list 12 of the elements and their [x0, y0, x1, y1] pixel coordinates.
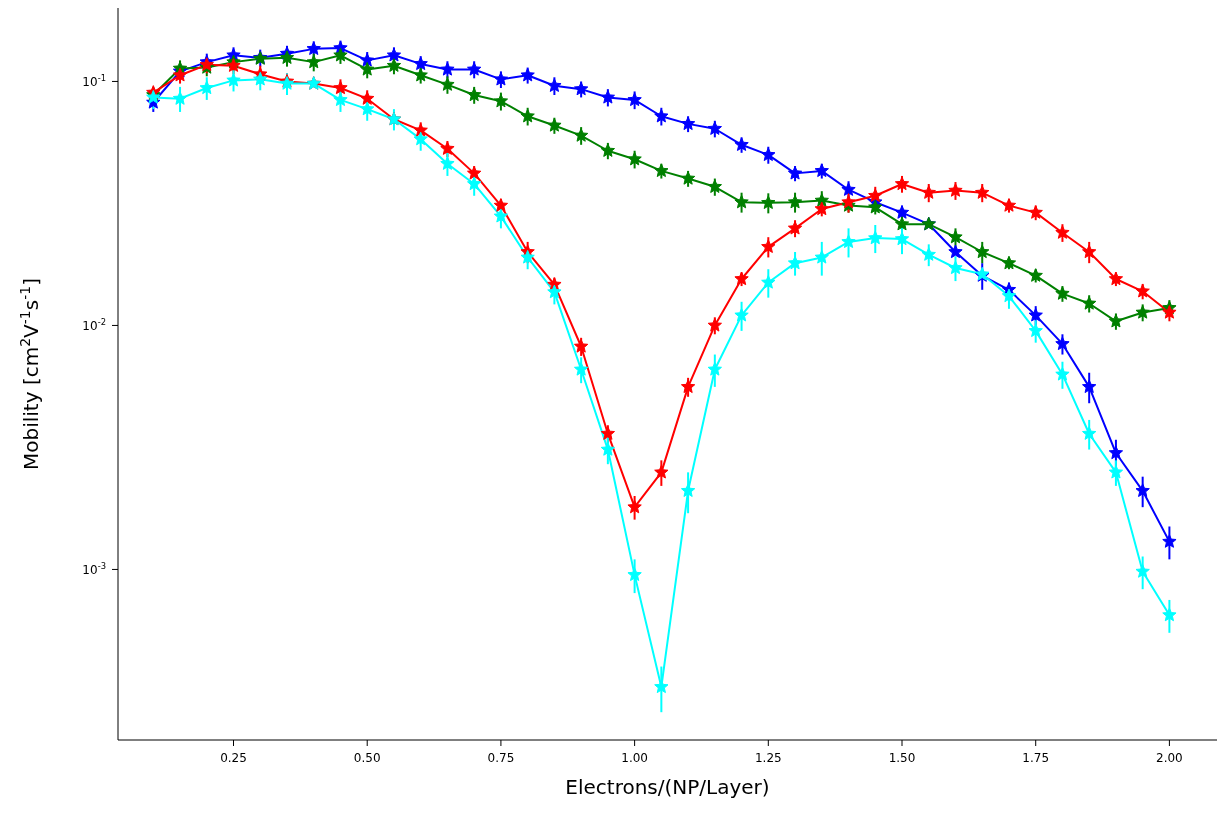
x-tick-label: 1.25: [754, 751, 782, 765]
x-tick-label: 1.00: [621, 751, 648, 765]
y-tick-label: 10$^{-2}$: [82, 317, 106, 334]
x-tick-label: 1.75: [1022, 751, 1050, 765]
x-tick-label: 1.50: [888, 751, 916, 765]
y-tick-label: 10$^{-3}$: [82, 561, 106, 578]
x-tick-label: 0.50: [353, 751, 381, 765]
x-tick-label: 0.25: [220, 751, 247, 765]
x-tick-label: 0.75: [487, 751, 515, 765]
y-tick-label: 10$^{-1}$: [82, 73, 106, 90]
x-tick-label: 2.00: [1156, 751, 1183, 765]
x-axis-title: Electrons/(NP/Layer): [565, 775, 770, 799]
